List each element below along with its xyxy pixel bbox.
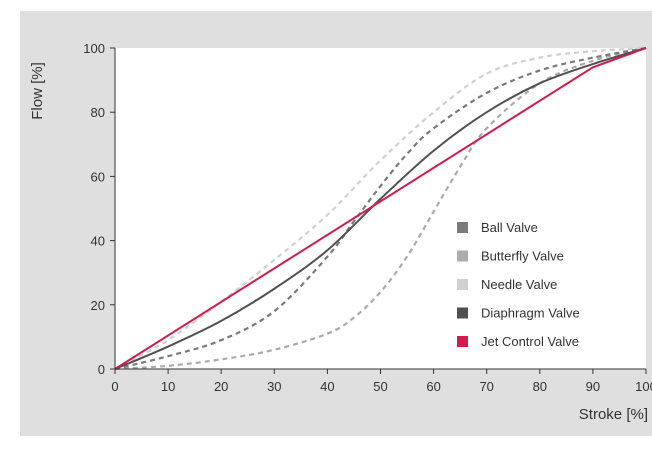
legend-swatch	[457, 279, 468, 290]
x-tick-label: 30	[267, 379, 281, 394]
y-axis-label: Flow [%]	[29, 62, 46, 120]
legend-label: Diaphragm Valve	[481, 306, 580, 321]
legend: Ball Valve Butterfly Valve Needle Valve Dia…	[457, 220, 580, 349]
series-line-ball-valve	[114, 46, 647, 371]
x-tick-label: 70	[479, 379, 493, 394]
legend-label: Needle Valve	[481, 277, 557, 292]
series-line-needle-valve	[114, 46, 647, 370]
legend-swatch	[457, 250, 468, 262]
x-tick-label: 40	[320, 379, 334, 394]
series-line-jet-control-valve	[114, 47, 647, 370]
legend-label: Butterfly Valve	[481, 249, 564, 264]
x-tick-label: 60	[426, 379, 440, 394]
x-axis-label: Stroke [%]	[579, 406, 648, 423]
legend-label: Jet Control Valve	[481, 334, 579, 349]
x-tick-label: 100	[635, 379, 652, 394]
legend-swatch	[457, 222, 468, 233]
x-tick-label: 50	[373, 379, 387, 394]
y-tick-label: 40	[91, 234, 105, 249]
line-chart: 0 10 20 30 40 50 60 70 80 90 100 0 20 40 60 80 100 Flow …	[29, 41, 652, 423]
x-tick-label: 20	[214, 379, 228, 394]
series-line-diaphragm-valve	[114, 47, 647, 370]
x-tick-label: 10	[161, 379, 175, 394]
chart-panel: 0 10 20 30 40 50 60 70 80 90 100 0 20 40 60 80 100 Flow …	[20, 11, 652, 436]
y-tick-label: 100	[83, 41, 105, 56]
legend-label: Ball Valve	[481, 220, 538, 235]
x-tick-label: 80	[533, 379, 547, 394]
y-tick-label: 60	[91, 169, 105, 184]
y-tick-label: 0	[98, 362, 105, 377]
y-tick-label: 80	[91, 105, 105, 120]
x-tick-label: 90	[586, 379, 600, 394]
y-tick-label: 20	[91, 298, 105, 313]
x-tick-label: 0	[111, 379, 118, 394]
legend-swatch	[457, 307, 468, 319]
legend-swatch	[457, 336, 468, 347]
